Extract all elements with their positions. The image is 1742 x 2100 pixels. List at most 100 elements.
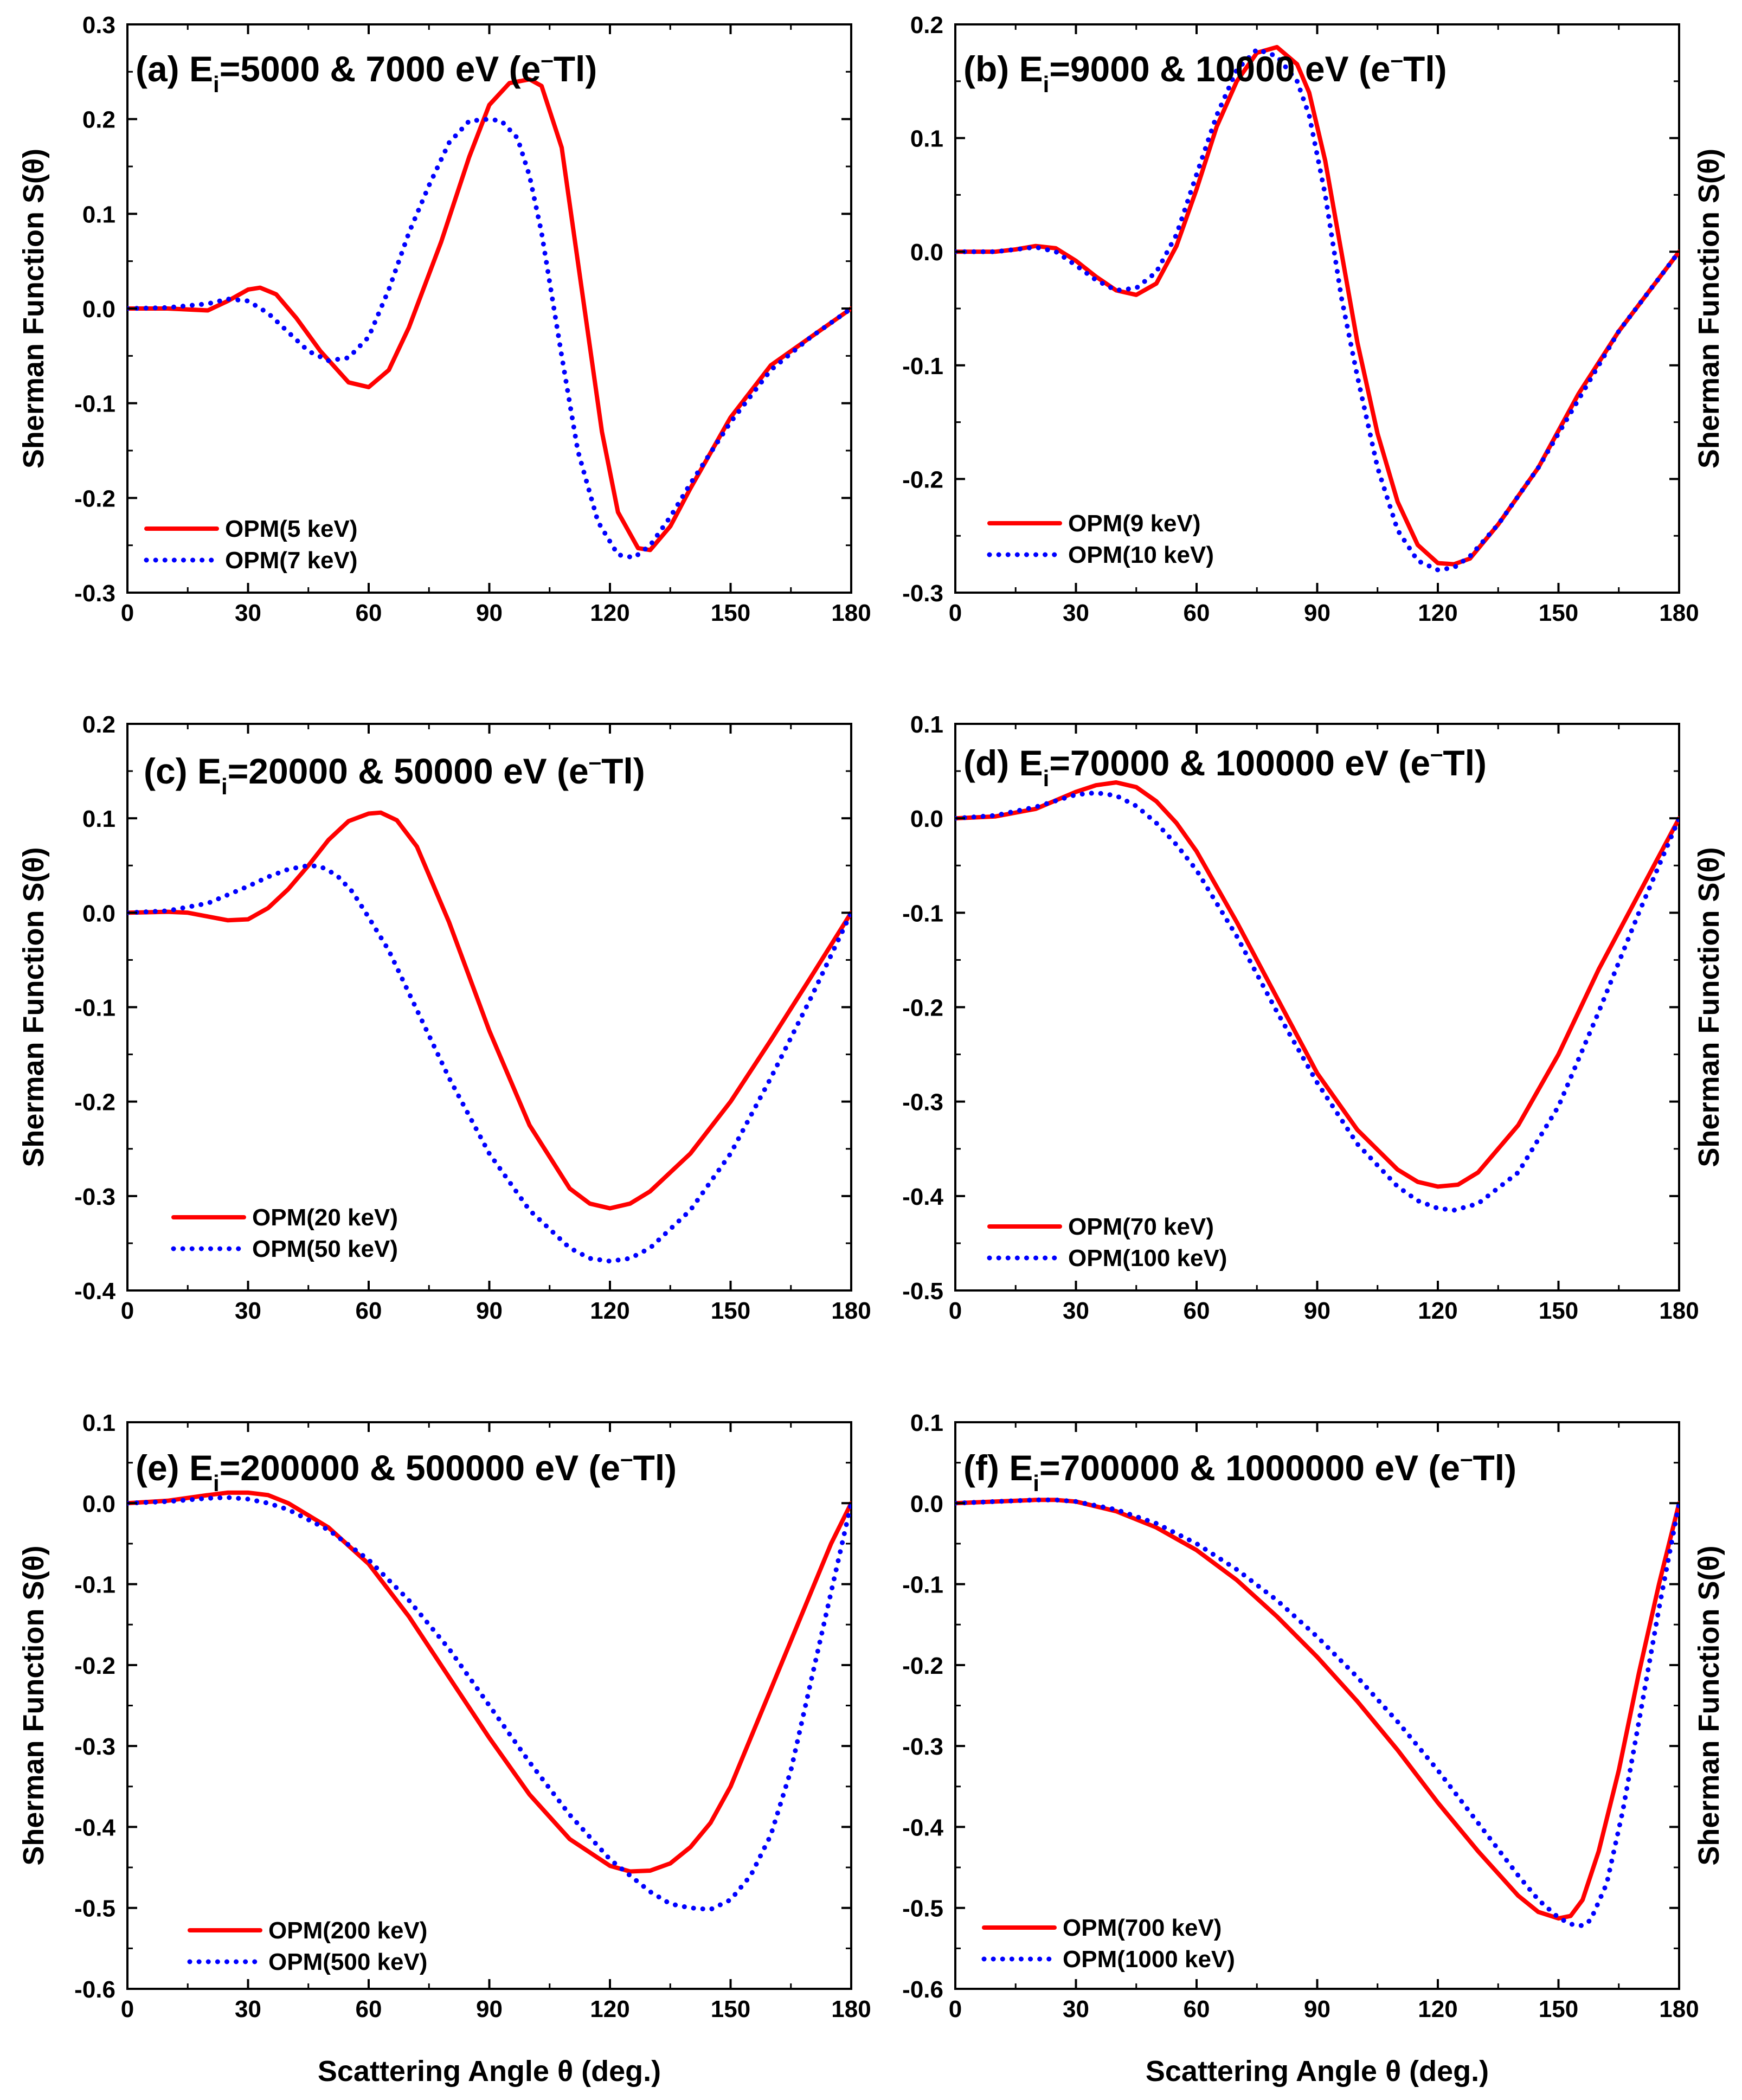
x-axis-title-e: Scattering Angle θ (deg.) — [318, 2055, 661, 2088]
y-tick-label-f-2: -0.4 — [902, 1814, 943, 1841]
x-tick-label-e-120: 120 — [590, 1996, 629, 2022]
x-tick-label-c-30: 30 — [235, 1298, 261, 1324]
series-group-e — [127, 1490, 851, 1912]
panel-title-e: (e) Ei=200000 & 500000 eV (e–Tl) — [136, 1446, 677, 1496]
x-tick-label-c-60: 60 — [356, 1298, 382, 1324]
legend-label-b-2: OPM(10 keV) — [1068, 542, 1214, 568]
panel-f: 0 30 60 90 120 150 180 -0.6 -0.5 -0.4 -0.3 -0.2 -0.1… — [902, 1410, 1725, 2088]
panel-title-d: (d) Ei=70000 & 100000 eV (e–Tl) — [963, 741, 1487, 791]
x-tick-label-d-180: 180 — [1659, 1298, 1699, 1324]
y-tick-label-e-7: 0.1 — [82, 1410, 115, 1436]
y-tick-label-f-5: -0.1 — [902, 1572, 943, 1598]
series-line-b-2 — [955, 47, 1679, 573]
x-tick-label-f-150: 150 — [1539, 1996, 1578, 2022]
y-tick-label-b-1: -0.2 — [902, 466, 943, 493]
series-group-d — [955, 780, 1679, 1213]
panel-b: 0 30 60 90 120 150 180 -0.3 -0.2 -0.1 0.0 0.1 0.2 (b)… — [902, 12, 1725, 626]
y-tick-label-e-5: -0.1 — [74, 1572, 115, 1598]
y-tick-label-e-1: -0.5 — [74, 1896, 115, 1922]
legend-f: OPM(700 keV) OPM(1000 keV) — [981, 1915, 1235, 1973]
x-tick-label-f-60: 60 — [1184, 1996, 1210, 2022]
series-line-c-2 — [127, 863, 851, 1264]
y-tick-label-a-2: -0.1 — [74, 391, 115, 418]
legend-label-c-1: OPM(20 keV) — [252, 1204, 398, 1231]
y-tick-label-f-7: 0.1 — [910, 1410, 943, 1436]
y-tick-label-d-1: -0.4 — [902, 1184, 943, 1210]
y-tick-label-f-6: 0.0 — [910, 1491, 943, 1517]
legend-label-a-1: OPM(5 keV) — [225, 516, 358, 542]
x-tick-label-a-150: 150 — [711, 600, 750, 626]
plot-frame-f — [954, 1421, 1680, 1990]
x-tick-label-d-90: 90 — [1304, 1298, 1330, 1324]
legend-label-f-2: OPM(1000 keV) — [1063, 1946, 1235, 1973]
y-tick-label-a-5: 0.2 — [82, 107, 115, 133]
x-tick-label-b-60: 60 — [1184, 600, 1210, 626]
y-tick-label-a-4: 0.1 — [82, 201, 115, 228]
series-line-e-1 — [127, 1490, 851, 1874]
x-tick-label-d-0: 0 — [949, 1298, 962, 1324]
y-tick-label-b-0: -0.3 — [902, 580, 943, 607]
legend-label-b-1: OPM(9 keV) — [1068, 510, 1201, 537]
x-tick-label-a-90: 90 — [476, 600, 503, 626]
y-axis-title-b: Sherman Function S(θ) — [1693, 149, 1725, 468]
series-line-a-1 — [127, 77, 851, 553]
legend-label-e-2: OPM(500 keV) — [268, 1949, 427, 1975]
x-tick-label-a-180: 180 — [831, 600, 871, 626]
y-tick-label-b-2: -0.1 — [902, 353, 943, 380]
y-tick-label-c-2: -0.2 — [74, 1089, 115, 1116]
x-tick-label-f-90: 90 — [1304, 1996, 1330, 2022]
y-tick-label-c-6: 0.2 — [82, 711, 115, 738]
x-tick-label-d-120: 120 — [1418, 1298, 1457, 1324]
x-axis-title-f: Scattering Angle θ (deg.) — [1146, 2055, 1489, 2088]
x-tick-label-a-30: 30 — [235, 600, 261, 626]
y-tick-label-a-0: -0.3 — [74, 580, 115, 607]
plot-frame-d — [954, 723, 1680, 1292]
panel-c: 0 30 60 90 120 150 180 -0.4 -0.3 -0.2 -0.1 0.0 0.1 0.… — [17, 711, 871, 1324]
y-tick-label-e-4: -0.2 — [74, 1653, 115, 1679]
x-tick-label-d-60: 60 — [1184, 1298, 1210, 1324]
y-tick-label-a-3: 0.0 — [82, 296, 115, 323]
x-tick-label-d-150: 150 — [1539, 1298, 1578, 1324]
x-tick-label-e-150: 150 — [711, 1996, 750, 2022]
panel-title-a: (a) Ei=5000 & 7000 eV (e–Tl) — [136, 47, 597, 97]
x-tick-label-b-90: 90 — [1304, 600, 1330, 626]
y-axis-title-f: Sherman Function S(θ) — [1693, 1545, 1725, 1865]
series-group-c — [127, 810, 851, 1264]
series-line-f-2 — [955, 1497, 1679, 1929]
x-tick-label-b-150: 150 — [1539, 600, 1578, 626]
y-tick-label-c-5: 0.1 — [82, 806, 115, 832]
series-line-b-1 — [955, 44, 1679, 567]
series-group-f — [955, 1497, 1679, 1929]
y-tick-label-b-4: 0.1 — [910, 126, 943, 152]
series-line-e-2 — [127, 1495, 851, 1912]
x-tick-label-b-30: 30 — [1063, 600, 1089, 626]
x-tick-label-a-120: 120 — [590, 600, 629, 626]
y-tick-label-d-0: -0.5 — [902, 1278, 943, 1305]
y-tick-label-e-3: -0.3 — [74, 1733, 115, 1760]
legend-c: OPM(20 keV) OPM(50 keV) — [171, 1204, 398, 1262]
series-group-a — [127, 77, 851, 560]
x-tick-label-f-120: 120 — [1418, 1996, 1457, 2022]
x-tick-label-c-90: 90 — [476, 1298, 503, 1324]
x-tick-label-b-120: 120 — [1418, 600, 1457, 626]
y-tick-label-f-3: -0.3 — [902, 1733, 943, 1760]
y-tick-label-d-5: 0.0 — [910, 806, 943, 832]
y-axis-title-a: Sherman Function S(θ) — [17, 149, 50, 468]
x-tick-label-c-120: 120 — [590, 1298, 629, 1324]
x-tick-label-c-0: 0 — [121, 1298, 134, 1324]
plot-frame-c — [126, 723, 852, 1292]
panel-title-c: (c) Ei=20000 & 50000 eV (e–Tl) — [144, 749, 645, 799]
y-tick-label-c-1: -0.3 — [74, 1184, 115, 1210]
y-tick-label-c-0: -0.4 — [74, 1278, 115, 1305]
x-tick-label-c-180: 180 — [831, 1298, 871, 1324]
y-tick-label-c-3: -0.1 — [74, 995, 115, 1022]
x-tick-label-f-30: 30 — [1063, 1996, 1089, 2022]
x-tick-label-c-150: 150 — [711, 1298, 750, 1324]
legend-label-f-1: OPM(700 keV) — [1063, 1915, 1222, 1941]
series-line-d-1 — [955, 780, 1679, 1189]
x-tick-label-f-0: 0 — [949, 1996, 962, 2022]
x-tick-label-e-60: 60 — [356, 1996, 382, 2022]
y-axis-title-e: Sherman Function S(θ) — [17, 1545, 50, 1865]
series-group-b — [955, 44, 1679, 573]
legend-d: OPM(70 keV) OPM(100 keV) — [987, 1213, 1227, 1271]
